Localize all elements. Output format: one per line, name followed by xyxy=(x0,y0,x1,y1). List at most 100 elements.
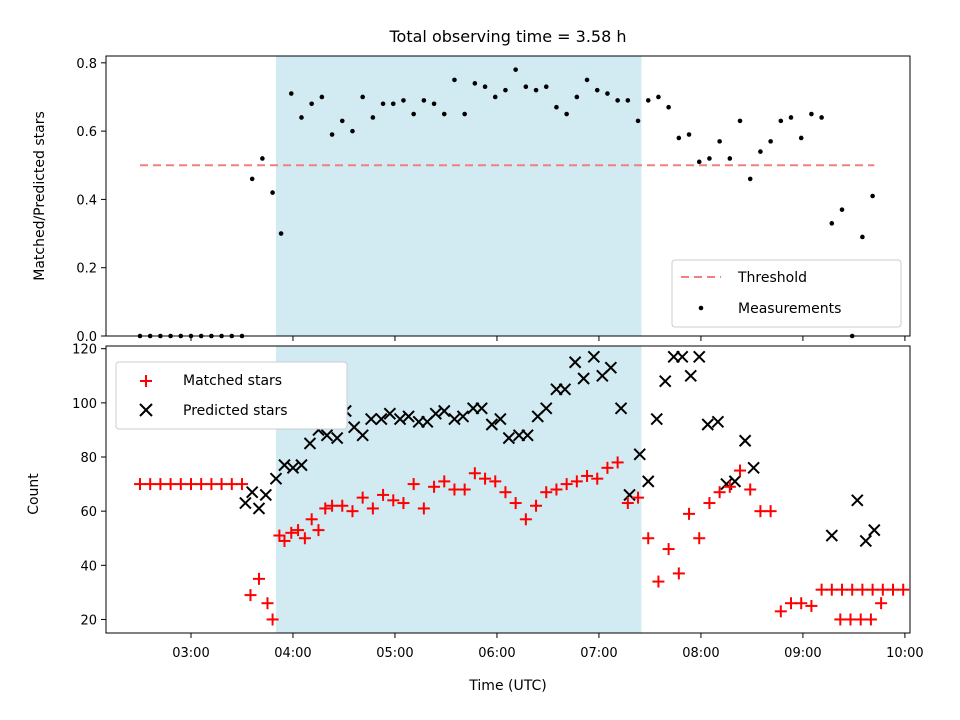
predicted-point xyxy=(650,412,663,426)
bottom-y-tick-label: 20 xyxy=(80,613,97,628)
bottom-y-ticks: 20 40 60 80 100 120 xyxy=(72,343,106,628)
matched-point xyxy=(834,613,847,626)
matched-stars-series xyxy=(133,456,910,626)
predicted-point xyxy=(614,402,628,415)
matched-point xyxy=(519,513,532,526)
measurement-point xyxy=(696,159,702,165)
top-axes-frame xyxy=(105,55,911,337)
x-tick-label: 06:00 xyxy=(478,646,515,661)
predicted-point xyxy=(568,356,582,369)
legend-measurements-label: Measurements xyxy=(738,301,841,317)
measurement-point xyxy=(554,104,559,110)
measurement-point xyxy=(594,87,600,93)
top-legend-box xyxy=(671,259,902,328)
measurement-point xyxy=(513,67,518,72)
matched-point xyxy=(611,456,624,469)
x-tick-label: 10:00 xyxy=(886,646,923,661)
x-tick-label: 03:00 xyxy=(172,646,209,661)
matched-point xyxy=(184,478,197,491)
measurement-point xyxy=(870,193,875,199)
predicted-point xyxy=(851,494,864,507)
matched-point xyxy=(336,499,349,512)
predicted-point xyxy=(303,437,317,450)
matched-point xyxy=(397,497,410,510)
matched-point xyxy=(356,491,369,504)
measurement-point xyxy=(503,87,508,93)
matched-point xyxy=(244,589,257,602)
matched-point xyxy=(326,499,339,512)
measurement-point xyxy=(421,98,427,103)
measurement-point xyxy=(829,221,835,226)
measurement-point xyxy=(482,84,488,90)
measurement-point xyxy=(656,94,661,100)
measurement-point xyxy=(768,139,773,144)
predicted-point xyxy=(278,458,291,472)
measurement-point xyxy=(278,231,284,236)
bottom-y-tick-label: 40 xyxy=(80,559,97,574)
matched-point xyxy=(530,499,543,512)
measurement-point xyxy=(798,135,804,141)
legend-predicted-label: Predicted stars xyxy=(183,403,288,419)
predicted-point xyxy=(701,418,714,431)
matched-point xyxy=(825,583,838,596)
predicted-point xyxy=(587,350,601,364)
predicted-point xyxy=(269,472,283,485)
matched-point xyxy=(764,505,777,518)
measurement-point xyxy=(645,98,651,103)
measurement-point xyxy=(411,111,416,117)
predicted-point xyxy=(475,402,488,415)
measurement-point xyxy=(615,98,620,103)
predicted-point xyxy=(825,529,839,542)
predicted-point xyxy=(676,350,689,364)
top-y-ticks: 0.0 0.2 0.4 0.6 0.8 xyxy=(76,57,106,345)
matched-point xyxy=(407,478,420,491)
measurement-point xyxy=(717,139,722,144)
matched-point xyxy=(144,478,157,491)
matched-point xyxy=(662,543,675,556)
matched-point xyxy=(815,583,828,596)
bottom-y-tick-label: 100 xyxy=(72,397,97,412)
matched-point xyxy=(366,502,379,515)
matched-point xyxy=(672,567,685,580)
measurement-point xyxy=(819,115,824,120)
top-shaded-interval xyxy=(275,56,642,336)
matched-point xyxy=(292,524,305,537)
x-tick-label: 09:00 xyxy=(784,646,821,661)
predicted-point xyxy=(429,407,442,420)
matched-point xyxy=(836,583,849,596)
matched-point xyxy=(601,461,614,474)
matched-point xyxy=(377,488,390,501)
predicted-point xyxy=(747,461,760,475)
top-legend: Threshold Measurements xyxy=(671,259,902,328)
matched-point xyxy=(683,507,696,520)
matched-point xyxy=(795,597,808,610)
matched-point xyxy=(215,478,228,491)
measurement-point xyxy=(462,111,467,117)
bottom-panel: 20 40 60 80 100 120 03:00 04:00 05:00 06:00 07:00… xyxy=(26,336,924,694)
matched-point xyxy=(864,613,877,626)
matched-point xyxy=(856,583,869,596)
matched-point xyxy=(642,532,655,545)
x-tick-label: 05:00 xyxy=(376,646,413,661)
predicted-point xyxy=(245,486,259,499)
measurement-point xyxy=(370,115,376,120)
matched-point xyxy=(266,613,279,626)
bottom-y-tick-label: 60 xyxy=(80,505,97,520)
bottom-legend-box xyxy=(115,361,348,430)
measurement-point xyxy=(584,77,590,83)
legend-matched-label: Matched stars xyxy=(183,373,282,389)
matched-point xyxy=(205,478,218,491)
measurement-point xyxy=(574,94,580,100)
matched-point xyxy=(278,534,291,547)
matched-point xyxy=(174,478,187,491)
measurement-point xyxy=(727,156,733,161)
matched-point xyxy=(312,524,325,537)
matched-point xyxy=(550,483,563,496)
measurement-point xyxy=(299,115,304,120)
measurement-point xyxy=(401,98,406,103)
matched-point xyxy=(225,478,238,491)
bottom-y-axis-label: Count xyxy=(26,473,42,515)
predicted-point xyxy=(330,431,344,445)
bottom-legend: Matched stars Predicted stars xyxy=(115,361,348,430)
